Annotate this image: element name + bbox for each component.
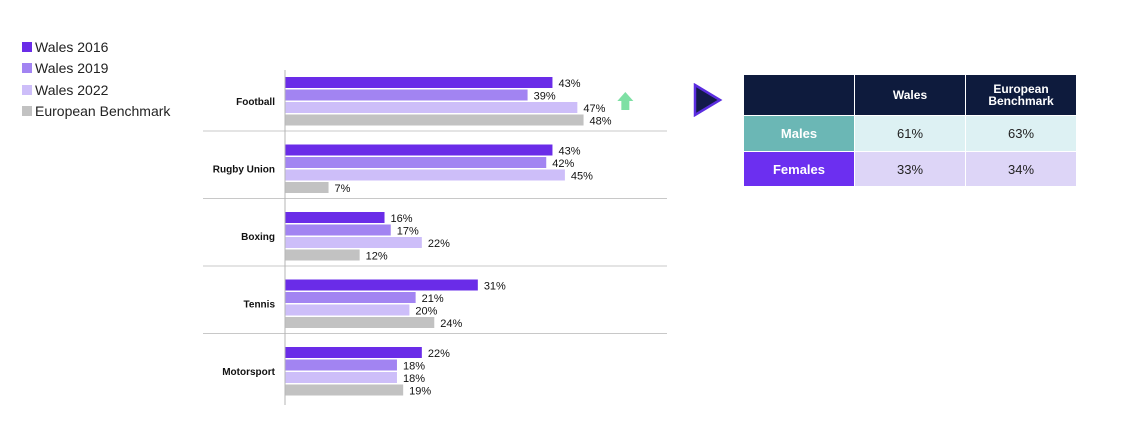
bar-football-wales-2016: [285, 77, 553, 88]
legend-label: Wales 2022: [35, 81, 109, 98]
data-label: 31%: [484, 281, 506, 293]
legend-label: Wales 2019: [35, 60, 109, 77]
data-label: 22%: [428, 348, 450, 360]
bar-motorsport-wales-2016: [285, 347, 422, 358]
bar-boxing-wales-2022: [285, 237, 422, 248]
legend-swatch: [22, 63, 32, 74]
data-label: 7%: [335, 183, 351, 195]
table-row-males: Males 61% 63%: [743, 115, 1077, 152]
category-label-tennis: Tennis: [244, 300, 276, 311]
bar-rugby-union-wales-2019: [285, 157, 547, 168]
bar-tennis-european-benchmark: [285, 317, 435, 328]
data-label: 24%: [440, 318, 462, 330]
data-label: 22%: [428, 238, 450, 250]
legend-swatch: [22, 84, 32, 95]
data-label: 43%: [558, 78, 580, 90]
data-label: 20%: [415, 306, 437, 318]
bar-tennis-wales-2022: [285, 304, 410, 316]
gender-summary-table: Wales European Benchmark Males 61% 63% F…: [743, 74, 1077, 187]
bar-boxing-wales-2016: [285, 212, 385, 223]
legend-swatch: [22, 41, 32, 52]
category-label-motorsport: Motorsport: [222, 367, 275, 378]
legend-item-wales-2016: Wales 2016: [22, 36, 170, 58]
bar-boxing-wales-2019: [285, 224, 391, 236]
bar-football-european-benchmark: [285, 114, 584, 126]
data-label: 45%: [571, 171, 593, 183]
cell-males-wales: 61%: [854, 115, 966, 152]
cell-females-wales: 33%: [854, 151, 966, 187]
table-corner-cell: [743, 74, 855, 116]
bar-boxing-european-benchmark: [285, 249, 360, 261]
up-arrow-icon: [617, 92, 634, 110]
data-label: 12%: [366, 251, 388, 263]
column-header-european-benchmark: European Benchmark: [965, 74, 1077, 116]
cell-females-european-benchmark: 34%: [965, 151, 1077, 187]
category-label-football: Football: [236, 97, 275, 108]
legend-swatch: [22, 106, 32, 117]
bar-rugby-union-wales-2022: [285, 169, 565, 181]
category-label-rugby-union: Rugby Union: [213, 165, 275, 176]
row-label-males: Males: [743, 115, 855, 152]
bar-motorsport-european-benchmark: [285, 384, 404, 396]
data-label: 42%: [552, 158, 574, 170]
column-header-wales: Wales: [854, 74, 966, 116]
legend-label: European Benchmark: [35, 103, 171, 120]
cell-males-european-benchmark: 63%: [965, 115, 1077, 152]
data-label: 18%: [403, 373, 425, 385]
data-label: 16%: [391, 213, 413, 225]
bar-football-wales-2022: [285, 102, 578, 113]
bar-tennis-wales-2019: [285, 292, 416, 303]
data-label: 17%: [397, 226, 419, 238]
data-label: 48%: [590, 116, 612, 128]
bar-motorsport-wales-2019: [285, 359, 397, 371]
chart-legend: Wales 2016 Wales 2019 Wales 2022 European B…: [22, 36, 170, 122]
legend-item-wales-2019: Wales 2019: [22, 58, 170, 80]
data-label: 18%: [403, 361, 425, 373]
bar-rugby-union-wales-2016: [285, 144, 553, 156]
category-label-boxing: Boxing: [241, 232, 275, 243]
data-label: 43%: [558, 146, 580, 158]
data-label: 19%: [409, 386, 431, 398]
bar-football-wales-2019: [285, 89, 528, 101]
table-row-females: Females 33% 34%: [743, 151, 1077, 187]
play-arrow-icon: [693, 83, 723, 117]
data-label: 47%: [583, 103, 605, 115]
data-label: 39%: [534, 91, 556, 103]
bar-tennis-wales-2016: [285, 279, 478, 291]
bar-rugby-union-european-benchmark: [285, 182, 329, 193]
legend-label: Wales 2016: [35, 38, 109, 55]
legend-item-wales-2022: Wales 2022: [22, 79, 170, 101]
data-label: 21%: [422, 293, 444, 305]
legend-item-european-benchmark: European Benchmark: [22, 101, 170, 123]
bar-motorsport-wales-2022: [285, 372, 397, 383]
row-label-females: Females: [743, 151, 855, 187]
